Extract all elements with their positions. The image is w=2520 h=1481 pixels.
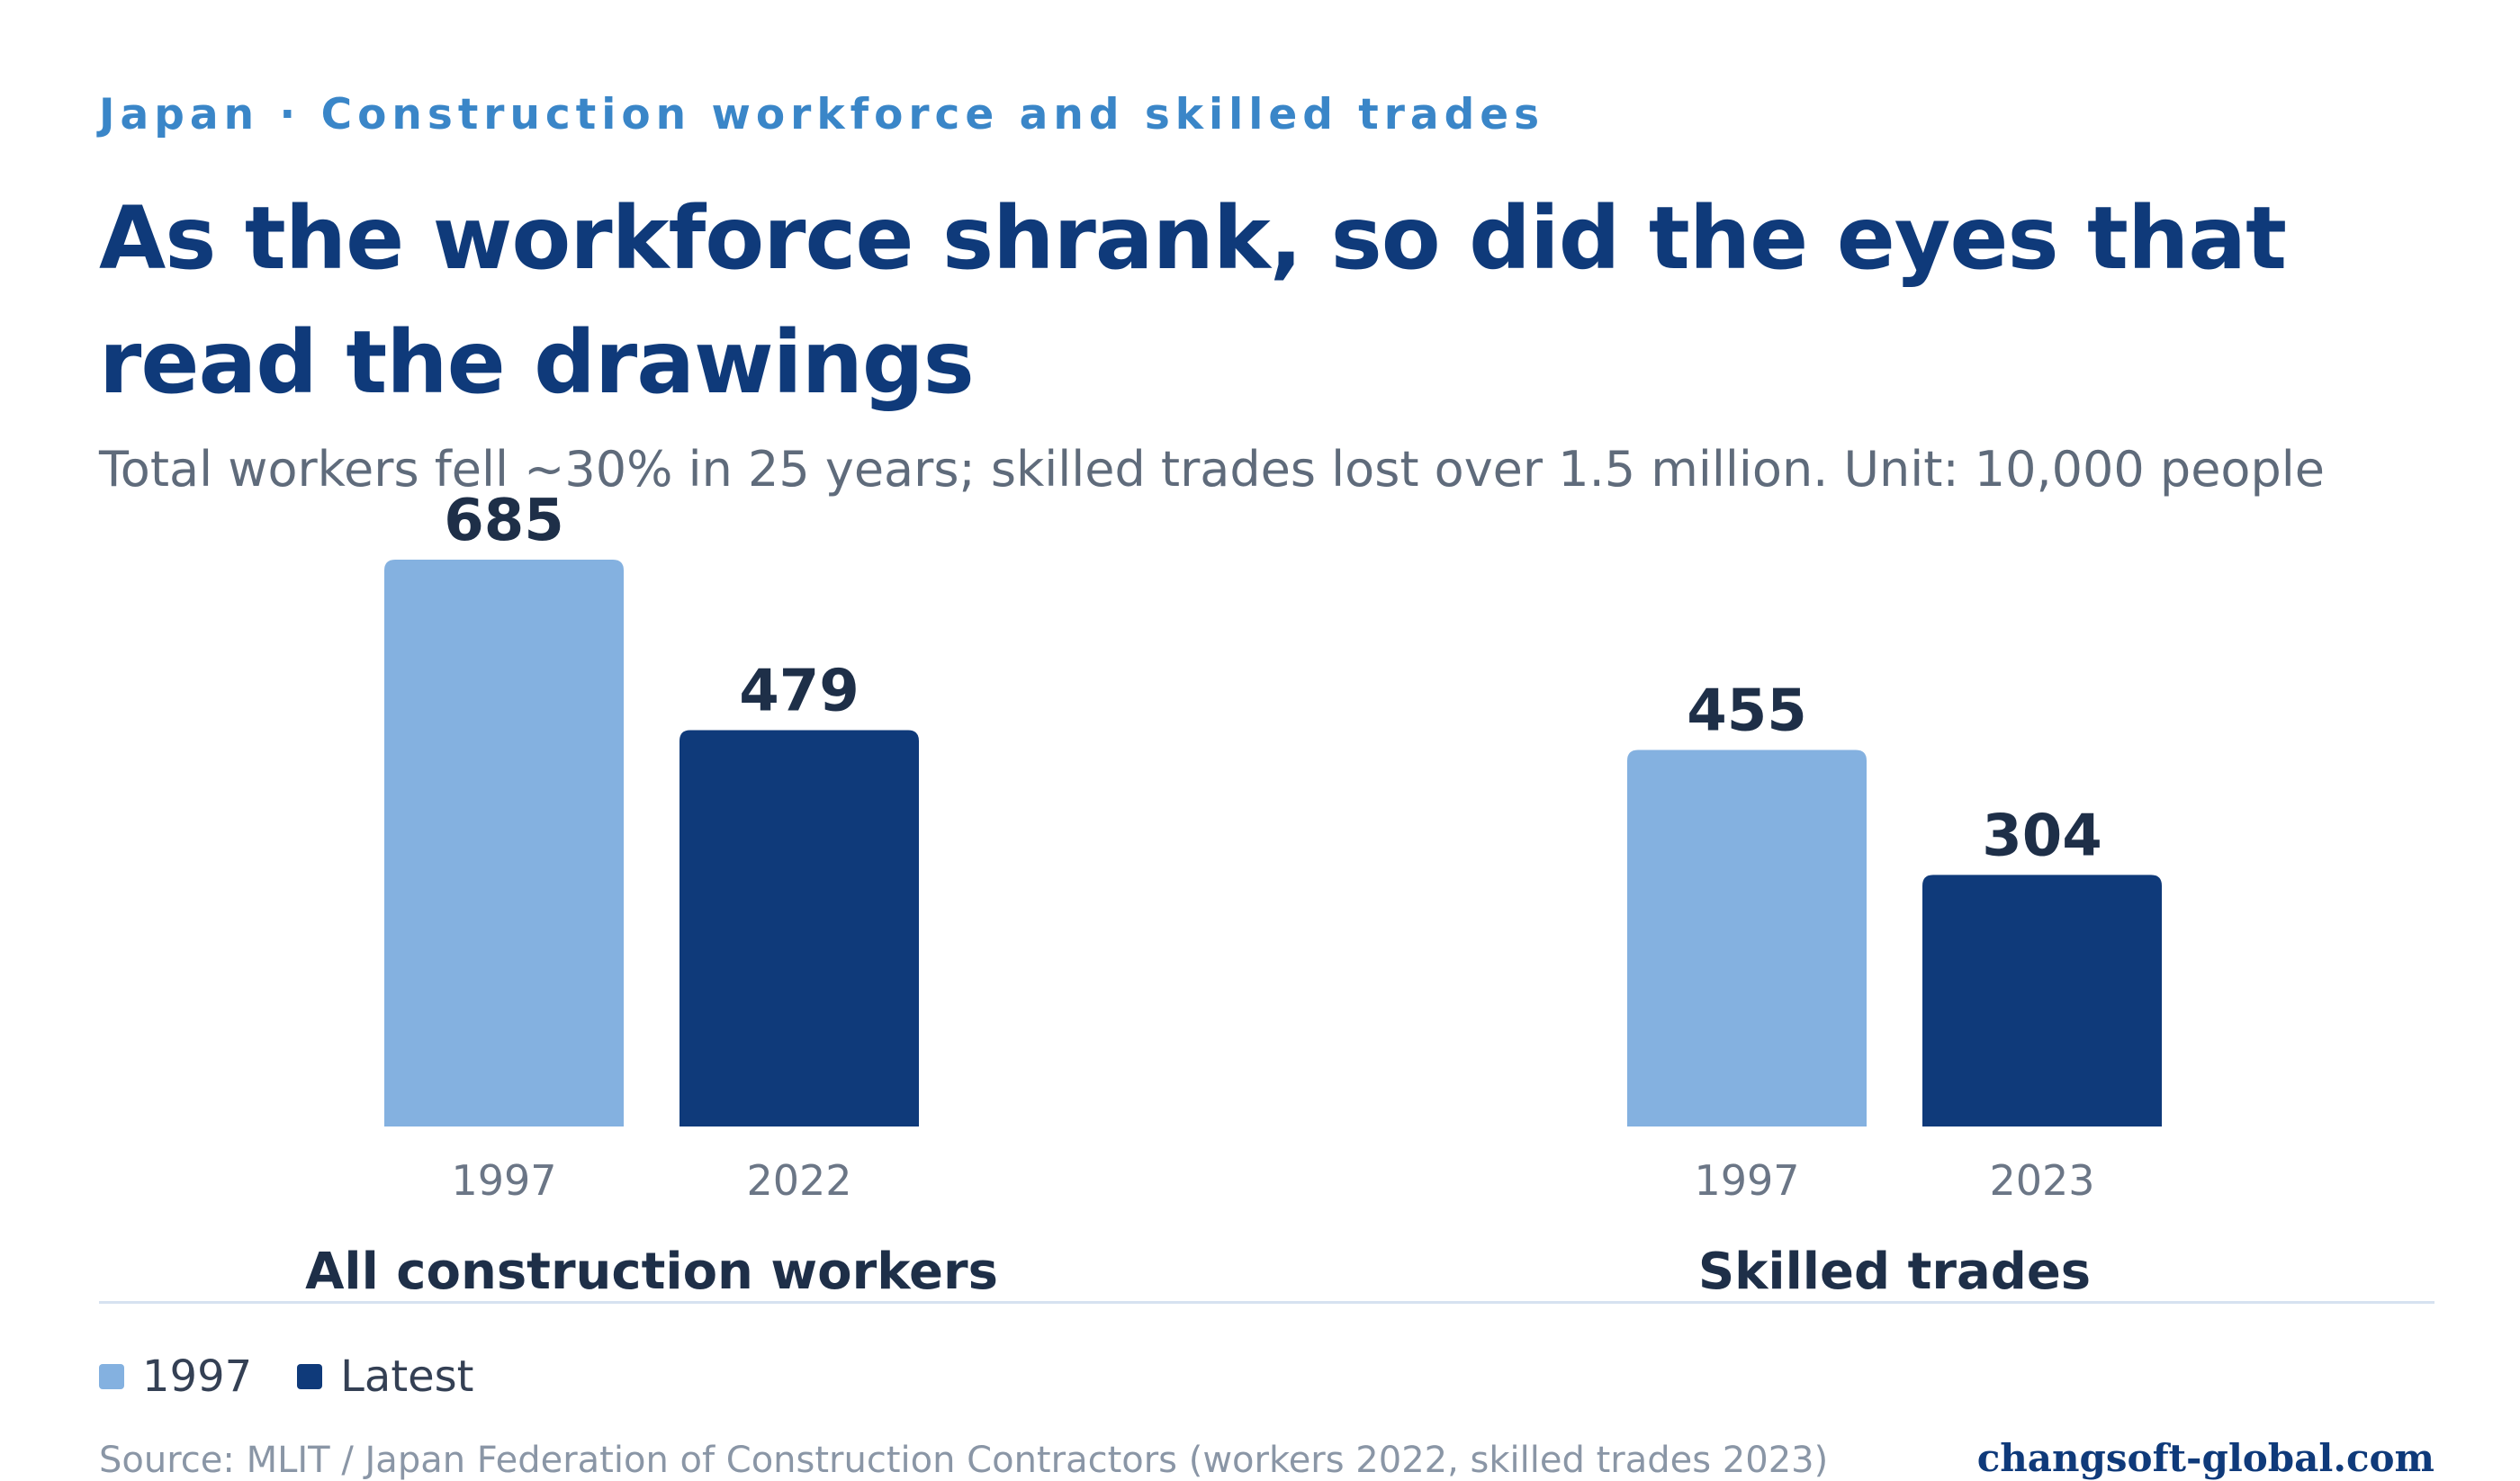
group-label-1: Skilled trades: [1698, 1243, 2091, 1296]
legend-item-1997: 1997: [99, 1351, 252, 1402]
chart-title: As the workforce shrank, so did the eyes…: [99, 188, 2287, 413]
group-label-0: All construction workers: [305, 1243, 998, 1296]
legend-label-latest: Latest: [340, 1351, 474, 1402]
legend-item-latest: Latest: [297, 1351, 474, 1402]
source-note: Source: MLIT / Japan Federation of Const…: [99, 1440, 1829, 1481]
legend-swatch-1997: [99, 1364, 124, 1389]
bar-1-0: [1627, 749, 1867, 1126]
value-label-0-1: 479: [739, 658, 860, 724]
legend: 1997 Latest: [99, 1350, 519, 1404]
bar-0-0: [384, 560, 624, 1126]
divider: [99, 1301, 2434, 1304]
chart-subtitle: Total workers fell ~30% in 25 years; ski…: [99, 441, 2325, 498]
tick-label-1-1: 2023: [1989, 1156, 2094, 1205]
legend-swatch-latest: [297, 1364, 323, 1389]
value-label-0-0: 685: [444, 488, 564, 554]
chart-kicker: Japan · Construction workforce and skill…: [99, 90, 1545, 139]
value-label-1-1: 304: [1982, 803, 2102, 869]
tick-label-0-1: 2022: [746, 1156, 851, 1205]
site-link[interactable]: changsoft-global.com: [1976, 1436, 2434, 1480]
value-label-1-0: 455: [1687, 678, 1807, 745]
tick-label-0-0: 1997: [451, 1156, 556, 1205]
tick-label-1-0: 1997: [1694, 1156, 1799, 1205]
bar-0-1: [680, 730, 919, 1126]
legend-label-1997: 1997: [142, 1351, 253, 1402]
bar-chart: 685 1997 479 2022 All construction workers 45…: [305, 488, 2162, 1296]
bar-1-1: [1922, 875, 2162, 1126]
